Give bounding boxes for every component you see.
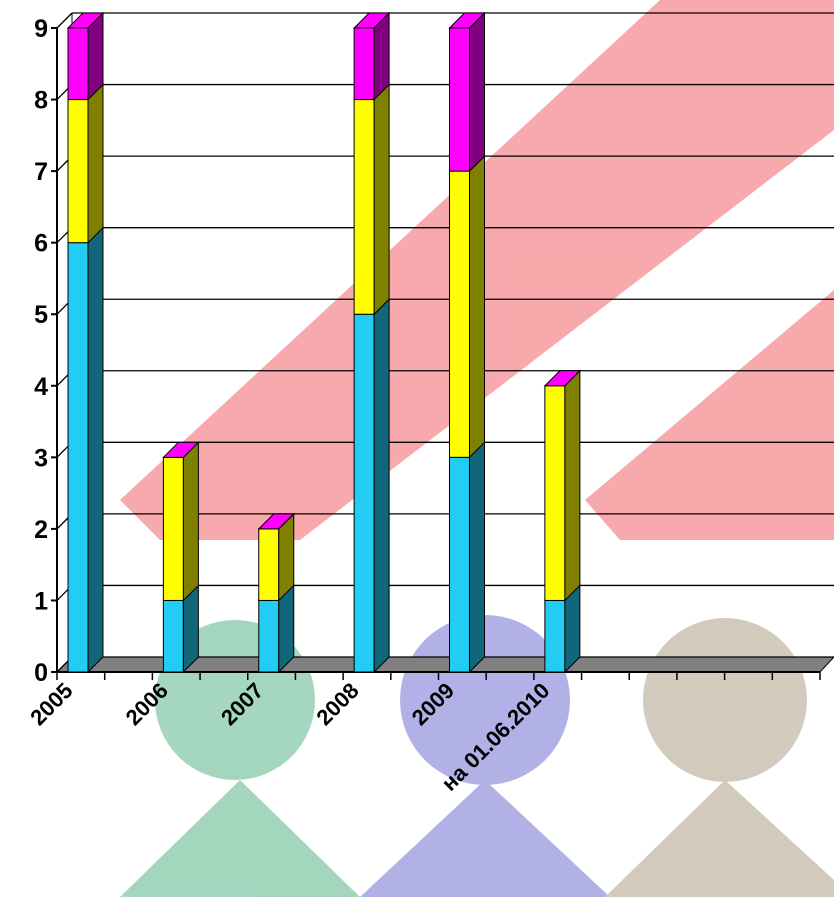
y-tick-label: 7 — [34, 158, 48, 186]
y-tick-label: 3 — [34, 444, 48, 472]
bar-top — [543, 370, 582, 387]
bar-segment — [258, 528, 280, 601]
bar-segment — [162, 456, 184, 601]
bar-top — [66, 12, 105, 29]
grid-line — [56, 12, 73, 29]
bar-top — [448, 12, 486, 29]
bar-side — [469, 11, 485, 173]
bar-top — [162, 441, 200, 458]
bar-segment — [353, 27, 375, 101]
bar-segment — [449, 27, 470, 172]
bar-side — [469, 154, 485, 459]
bar-side — [469, 441, 485, 674]
bar-top — [352, 12, 391, 29]
bar-segment — [449, 456, 470, 673]
y-tick-label: 8 — [34, 87, 48, 115]
bar-side — [87, 83, 104, 244]
bar-side — [564, 369, 581, 602]
bar-side — [373, 298, 390, 674]
bar-side — [87, 226, 104, 674]
bar-top — [257, 513, 295, 530]
y-tick-label: 4 — [34, 373, 48, 401]
bar-segment — [353, 313, 375, 673]
bar-segment — [544, 385, 566, 601]
bar-segment — [67, 99, 89, 244]
x-tick-label: 2008 — [311, 678, 363, 730]
bar-segment — [162, 599, 184, 673]
bar-segment — [67, 27, 89, 101]
y-tick-label: 5 — [34, 301, 48, 329]
bar-side — [182, 441, 199, 602]
y-tick-label: 0 — [34, 659, 48, 687]
x-tick-label: 2005 — [25, 678, 77, 730]
y-tick-label: 9 — [34, 15, 48, 43]
bar-segment — [544, 599, 566, 673]
y-tick-label: 2 — [34, 516, 48, 544]
bar-side — [373, 83, 390, 316]
y-tick-label: 6 — [34, 230, 48, 258]
bar-segment — [353, 99, 375, 315]
bar-segment — [449, 170, 470, 458]
y-tick-label: 1 — [34, 587, 48, 615]
bar-segment — [67, 242, 89, 673]
bar-segment — [258, 599, 280, 673]
